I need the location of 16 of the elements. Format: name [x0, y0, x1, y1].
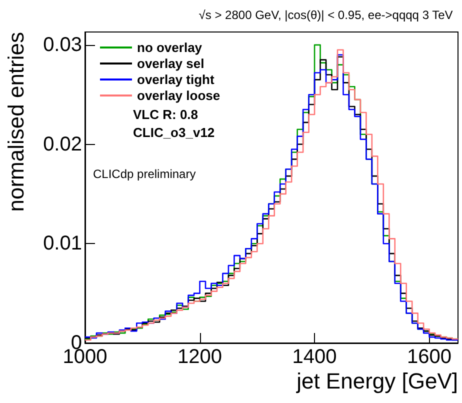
x-tick-label: 1400	[292, 346, 337, 368]
y-tick-label: 0.03	[43, 34, 82, 56]
legend-label: no overlay	[137, 40, 203, 55]
legend-label: overlay loose	[137, 88, 220, 103]
annotation: CLIC_o3_v12	[133, 125, 215, 140]
y-tick-label: 0.02	[43, 133, 82, 156]
y-axis-title: normalised entries	[4, 32, 28, 212]
annotation: CLICdp preliminary	[93, 167, 196, 181]
x-tick-label: 1200	[178, 346, 222, 368]
legend-label: overlay sel	[137, 56, 204, 71]
annotation: VLC R: 0.8	[133, 107, 198, 122]
x-tick-label: 1600	[407, 346, 452, 368]
y-tick-label: 0.01	[43, 232, 82, 255]
x-axis-title: jet Energy [GeV]	[296, 368, 458, 394]
chart-title: √s > 2800 GeV, |cos(θ)| < 0.95, ee->qqqq 3 TeV	[198, 8, 453, 22]
legend-label: overlay tight	[137, 72, 215, 87]
